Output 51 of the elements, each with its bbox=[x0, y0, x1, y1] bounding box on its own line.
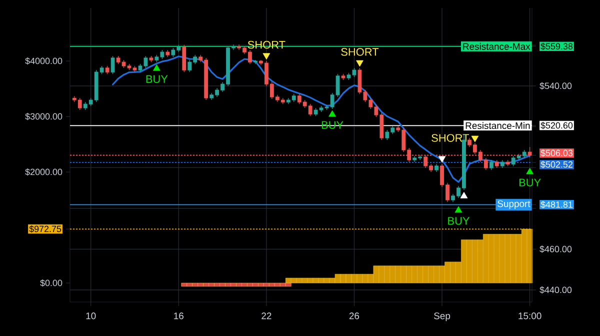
candlestick bbox=[434, 164, 438, 172]
candlestick bbox=[341, 74, 346, 80]
candlestick bbox=[149, 56, 154, 62]
text: BUY bbox=[519, 178, 541, 186]
candlestick bbox=[254, 60, 258, 64]
candlestick bbox=[182, 44, 186, 72]
y2-tick-label: $540.00 bbox=[540, 82, 572, 90]
candlestick bbox=[166, 50, 170, 58]
x-tick-label: 15:00 bbox=[518, 312, 542, 320]
x-tick-label: Sep bbox=[434, 312, 450, 322]
series-label: BUY bbox=[146, 75, 168, 83]
x-tick-label: 22 bbox=[262, 312, 272, 320]
y2-tick-label: $440.00 bbox=[540, 286, 572, 294]
candlestick bbox=[346, 72, 351, 80]
y2-tick-label: $559.38 bbox=[540, 42, 573, 50]
y2-tick-label: $481.81 bbox=[540, 201, 572, 208]
candlestick bbox=[528, 146, 532, 158]
y2-tick-label: $460.00 bbox=[540, 246, 572, 253]
candlestick bbox=[494, 160, 499, 168]
point bbox=[262, 53, 270, 60]
x-tick-label: 10 bbox=[86, 312, 96, 320]
y-tick-label: $4000.00 bbox=[25, 57, 62, 65]
point bbox=[356, 60, 364, 67]
y-tick-label: $0.00 bbox=[40, 279, 62, 287]
point bbox=[460, 192, 468, 198]
text: BUY bbox=[448, 217, 470, 225]
ref-line-label: Resistance-Min bbox=[466, 122, 530, 129]
candlestick bbox=[506, 160, 510, 166]
text: SHORT bbox=[341, 48, 379, 56]
candlestick bbox=[127, 64, 132, 70]
point bbox=[471, 136, 479, 142]
ref-line-label: Resistance-Max bbox=[463, 42, 530, 50]
y-tick-label: $2000.00 bbox=[25, 168, 62, 176]
point bbox=[438, 156, 446, 163]
candlestick bbox=[500, 160, 504, 168]
candlestick bbox=[132, 66, 137, 72]
series-label: SHORT bbox=[432, 134, 469, 142]
y2-tick-label: $506.03 bbox=[540, 149, 573, 157]
point bbox=[526, 168, 534, 174]
y-tick-label: $972.75 bbox=[29, 225, 62, 233]
y-tick-label: $3000.00 bbox=[25, 112, 62, 120]
point bbox=[454, 206, 462, 213]
ref-line-label: Support bbox=[498, 200, 530, 209]
y2-tick-label: $520.60 bbox=[540, 122, 573, 130]
x-tick-label: 16 bbox=[174, 312, 184, 320]
candlestick bbox=[105, 66, 110, 74]
candlestick bbox=[110, 56, 115, 74]
point bbox=[328, 110, 336, 117]
candlestick bbox=[489, 160, 494, 170]
x-tick-label: 26 bbox=[349, 312, 360, 320]
y2-tick-label: $502.52 bbox=[540, 160, 572, 168]
